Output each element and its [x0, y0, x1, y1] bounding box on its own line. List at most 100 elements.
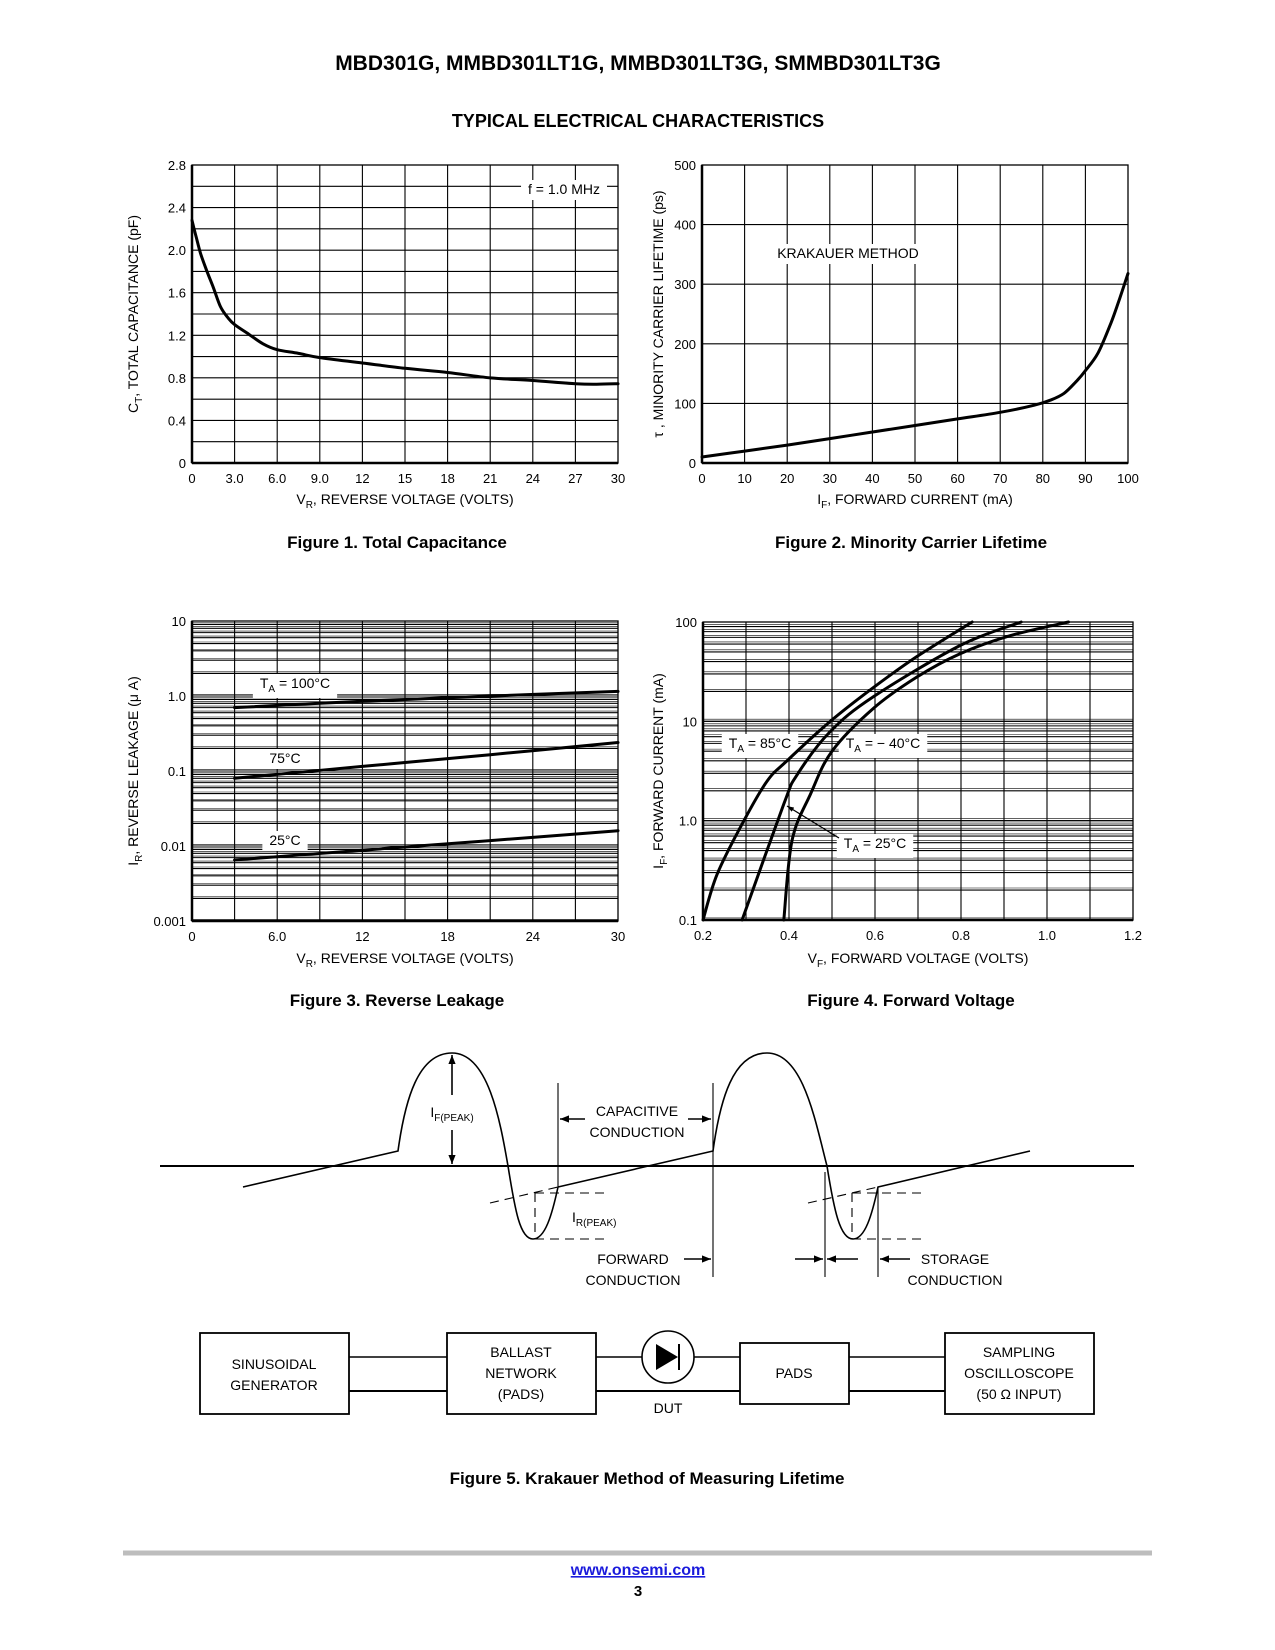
curve-annotation: TA = 85°C	[729, 735, 791, 755]
y-tick-label: 100	[674, 396, 696, 411]
grid	[192, 165, 618, 463]
x-axis-label: IF, FORWARD CURRENT (mA)	[817, 491, 1013, 511]
x-tick-label: 30	[823, 471, 837, 486]
y-axis-label: τ , MINORITY CARRIER LIFETIME (ps)	[650, 190, 666, 437]
x-axis-label: VR, REVERSE VOLTAGE (VOLTS)	[296, 491, 513, 511]
figure-caption: Figure 3. Reverse Leakage	[290, 991, 505, 1010]
section-heading: TYPICAL ELECTRICAL CHARACTERISTICS	[452, 111, 824, 131]
y-axis-label: CT, TOTAL CAPACITANCE (pF)	[125, 215, 145, 413]
y-tick-label: 0.8	[168, 371, 186, 386]
y-tick-label: 1.6	[168, 286, 186, 301]
label-background	[252, 674, 338, 698]
label-background	[262, 749, 308, 769]
x-axis-label: VR, REVERSE VOLTAGE (VOLTS)	[296, 950, 513, 970]
x-tick-label: 3.0	[226, 471, 244, 486]
storage-conduction-label: STORAGE CONDUCTION	[908, 1251, 1003, 1288]
x-tick-label: 20	[780, 471, 794, 486]
series	[700, 272, 1130, 459]
x-tick-label: 27	[568, 471, 582, 486]
time-markers	[557, 1083, 879, 1277]
annotations: f = 1.0 MHz	[521, 180, 607, 200]
x-tick-label: 1.0	[1038, 928, 1056, 943]
x-tick-label: 10	[737, 471, 751, 486]
y-tick-label: 200	[674, 337, 696, 352]
y-tick-label: 500	[674, 158, 696, 173]
x-tick-label: 24	[526, 929, 540, 944]
grid	[192, 620, 618, 922]
dut-label: DUT	[654, 1400, 683, 1416]
figure4-chart: 0.2 0.4 0.6 0.8 1.0 1.2 0.1 1.0 10 100 VF, FORWARD…	[650, 615, 1142, 1010]
label-background	[721, 734, 799, 758]
y-tick-label: 10	[683, 714, 697, 729]
series-line-1	[700, 272, 1130, 459]
figure-caption: Figure 4. Forward Voltage	[807, 991, 1015, 1010]
signal-wires	[349, 1356, 945, 1392]
y-tick-label: 2.8	[168, 158, 186, 173]
figure1-chart: 0 3.0 6.0 9.0 12 15 18 21 24 27 30 0 0.4 0.8 1.2 1.6 2.0…	[125, 158, 625, 552]
label-background	[262, 831, 308, 851]
figure5-caption: Figure 5. Krakauer Method of Measuring L…	[450, 1469, 845, 1488]
annotations: KRAKAUER METHOD	[770, 244, 926, 264]
x-tick-label: 0.6	[866, 928, 884, 943]
y-tick-label: 0.1	[679, 913, 697, 928]
ballast-label: BALLAST NETWORK (PADS)	[485, 1344, 557, 1402]
document-title: MBD301G, MMBD301LT1G, MMBD301LT3G, SMMBD…	[335, 52, 941, 75]
y-tick-label: 0.001	[153, 914, 186, 929]
figure5-waveform	[160, 1052, 1134, 1277]
y-tick-label: 0	[689, 456, 696, 471]
x-tick-label: 70	[993, 471, 1007, 486]
grid	[703, 621, 1133, 921]
curve-annotation: KRAKAUER METHOD	[777, 245, 919, 261]
diode-symbol-icon	[641, 1330, 695, 1384]
label-background	[838, 734, 928, 758]
x-tick-label: 90	[1078, 471, 1092, 486]
x-tick-label: 12	[355, 471, 369, 486]
x-axis-label: VF, FORWARD VOLTAGE (VOLTS)	[808, 950, 1029, 970]
y-tick-label: 10	[172, 614, 186, 629]
website-link[interactable]: www.onsemi.com	[570, 1562, 706, 1579]
x-tick-label: 0.2	[694, 928, 712, 943]
label-background	[423, 1103, 481, 1127]
forward-conduction-label: FORWARD CONDUCTION	[586, 1251, 681, 1288]
x-tick-label: 18	[440, 929, 454, 944]
waveform-trace	[242, 1052, 1031, 1240]
y-tick-label: 300	[674, 277, 696, 292]
series-line-1	[701, 620, 974, 922]
y-tick-label: 1.2	[168, 328, 186, 343]
y-tick-label: 0.01	[161, 839, 186, 854]
annotations: TA = 100°C 75°C 25°C	[252, 674, 338, 851]
series-line-3	[740, 620, 1023, 922]
x-tick-label: 21	[483, 471, 497, 486]
x-tick-label: 15	[398, 471, 412, 486]
series-line-2	[782, 620, 1070, 922]
x-tick-label: 50	[908, 471, 922, 486]
oscilloscope-label: SAMPLING OSCILLOSCOPE (50 Ω INPUT)	[964, 1344, 1074, 1402]
y-tick-label: 1.0	[168, 689, 186, 704]
series-line-1	[190, 218, 620, 386]
sampling-oscilloscope-block	[944, 1332, 1095, 1415]
curve-annotation: TA = − 40°C	[846, 735, 921, 755]
y-tick-label: 0	[179, 456, 186, 471]
grid	[702, 165, 1128, 463]
curve-annotation: f = 1.0 MHz	[528, 181, 600, 197]
sinusoidal-generator-block	[199, 1332, 350, 1415]
dimension-arrows	[448, 1055, 910, 1263]
x-tick-label: 0	[188, 929, 195, 944]
curve-annotation: TA = 100°C	[260, 675, 330, 695]
x-tick-label: 80	[1036, 471, 1050, 486]
x-tick-label: 0.4	[780, 928, 798, 943]
capacitive-conduction-label: CAPACITIVE CONDUCTION	[590, 1103, 685, 1140]
figure3-chart: 0 6.0 12 18 24 30 0.001 0.01 0.1 1.0 10 VR, REVERSE…	[125, 614, 625, 1010]
charts: 0 3.0 6.0 9.0 12 15 18 21 24 27 3000.40.81.21.62.0…	[125, 158, 1142, 1010]
block-diagram	[199, 1330, 1095, 1415]
curve-annotation: 25°C	[269, 832, 300, 848]
figure2-chart: 0 10 20 30 40 50 60 70 80 90 100 0 100 200 300 400 500 IF…	[650, 158, 1139, 552]
generator-label: SINUSOIDAL GENERATOR	[230, 1356, 317, 1393]
series-line-1	[233, 689, 620, 710]
y-tick-label: 400	[674, 218, 696, 233]
y-axis-label: IF, FORWARD CURRENT (mA)	[650, 673, 670, 869]
series	[701, 620, 1070, 922]
x-tick-label: 6.0	[268, 471, 286, 486]
x-tick-label: 0	[698, 471, 705, 486]
